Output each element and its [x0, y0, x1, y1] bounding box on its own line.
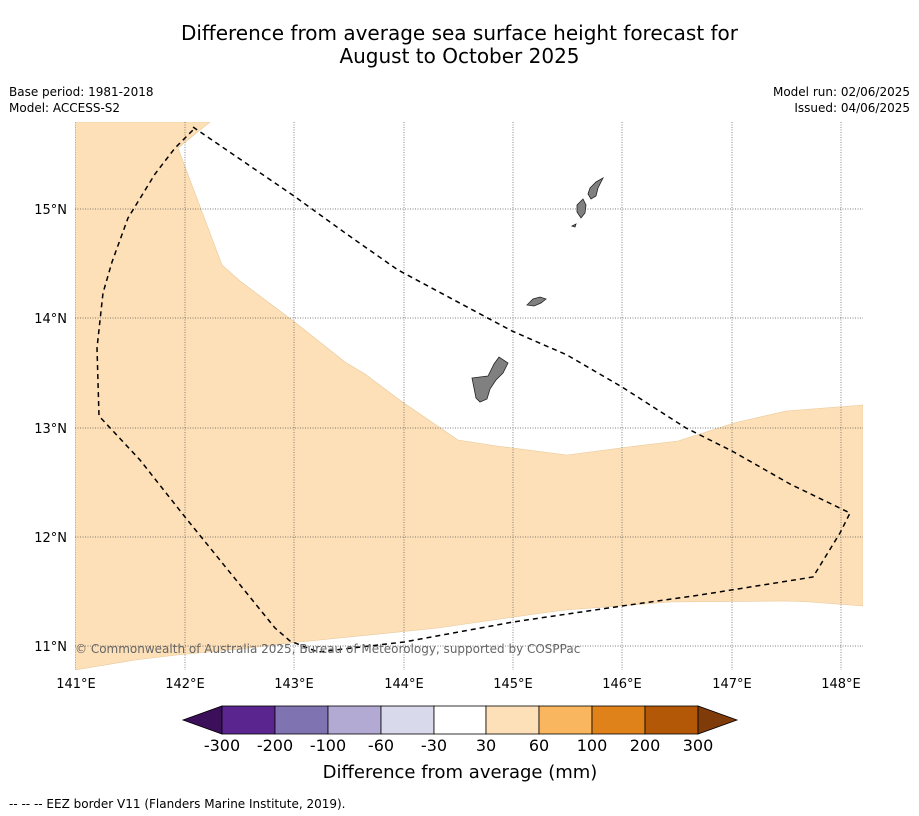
colorbar-ticks: -300 -200 -100 -60 -30 30 60 100 200 300	[204, 736, 713, 755]
colorbar-segment	[485, 705, 540, 735]
lon-label: 148°E	[821, 677, 861, 692]
colorbar-tick: 300	[683, 736, 714, 755]
lon-label: 142°E	[165, 677, 205, 692]
colorbar-label: Difference from average (mm)	[323, 762, 598, 783]
title-line-2: August to October 2025	[339, 44, 580, 68]
lon-label: 146°E	[602, 677, 642, 692]
eez-border	[96, 126, 852, 653]
anomaly-region-30-60	[75, 122, 863, 670]
colorbar-tick: 100	[577, 736, 608, 755]
islands	[471, 176, 604, 403]
colorbar-segment	[221, 705, 276, 735]
island-aguijan	[570, 223, 577, 228]
copyright-text: © Commonwealth of Australia 2025, Bureau…	[75, 642, 580, 656]
lat-labels: 15°N 14°N 13°N 12°N 11°N	[34, 203, 67, 655]
meta-right: Model run: 02/06/2025 Issued: 04/06/2025	[773, 84, 910, 116]
island-saipan	[587, 176, 604, 200]
lat-label: 11°N	[34, 640, 67, 655]
colorbar-tick: -100	[310, 736, 346, 755]
lon-label: 147°E	[712, 677, 752, 692]
model-run: Model run: 02/06/2025	[772, 85, 910, 99]
meta-left: Base period: 1981-2018 Model: ACCESS-S2	[9, 84, 154, 116]
colorbar	[181, 705, 739, 735]
colorbar-tick: 60	[529, 736, 549, 755]
colorbar-segment	[274, 705, 329, 735]
lat-label: 13°N	[34, 422, 67, 437]
model-name: Model: ACCESS-S2	[9, 101, 121, 115]
colorbar-segment	[433, 705, 487, 735]
island-guam	[471, 356, 509, 403]
lon-label: 143°E	[274, 677, 314, 692]
colorbar-segment	[538, 705, 593, 735]
colorbar-tick: -200	[257, 736, 293, 755]
colorbar-extend-low	[181, 705, 223, 735]
colorbar-segment	[327, 705, 382, 735]
eez-footnote: -- -- -- EEZ border V11 (Flanders Marine…	[9, 797, 346, 811]
base-period: Base period: 1981-2018	[9, 85, 154, 99]
colorbar-segment	[644, 705, 699, 735]
title-line-1: Difference from average sea surface heig…	[180, 21, 739, 45]
colorbar-segment	[591, 705, 646, 735]
colorbar-tick: -30	[421, 736, 447, 755]
colorbar-tick: 200	[630, 736, 661, 755]
map-area: © Commonwealth of Australia 2025, Bureau…	[75, 122, 863, 670]
colorbar-tick: -60	[368, 736, 394, 755]
lon-label: 145°E	[493, 677, 533, 692]
lon-label: 144°E	[384, 677, 424, 692]
island-rota	[526, 296, 547, 307]
lat-label: 14°N	[34, 312, 67, 327]
island-tinian	[576, 198, 587, 219]
map-title: Difference from average sea surface heig…	[0, 22, 919, 68]
colorbar-segment	[380, 705, 435, 735]
lat-label: 15°N	[34, 203, 67, 218]
lat-label: 12°N	[34, 531, 67, 546]
lon-label: 141°E	[56, 677, 96, 692]
colorbar-tick: -300	[204, 736, 240, 755]
colorbar-tick: 30	[476, 736, 496, 755]
lon-labels: 141°E 142°E 143°E 144°E 145°E 146°E 147°…	[56, 677, 861, 692]
colorbar-extend-high	[697, 705, 739, 735]
issued-date: Issued: 04/06/2025	[794, 101, 910, 115]
